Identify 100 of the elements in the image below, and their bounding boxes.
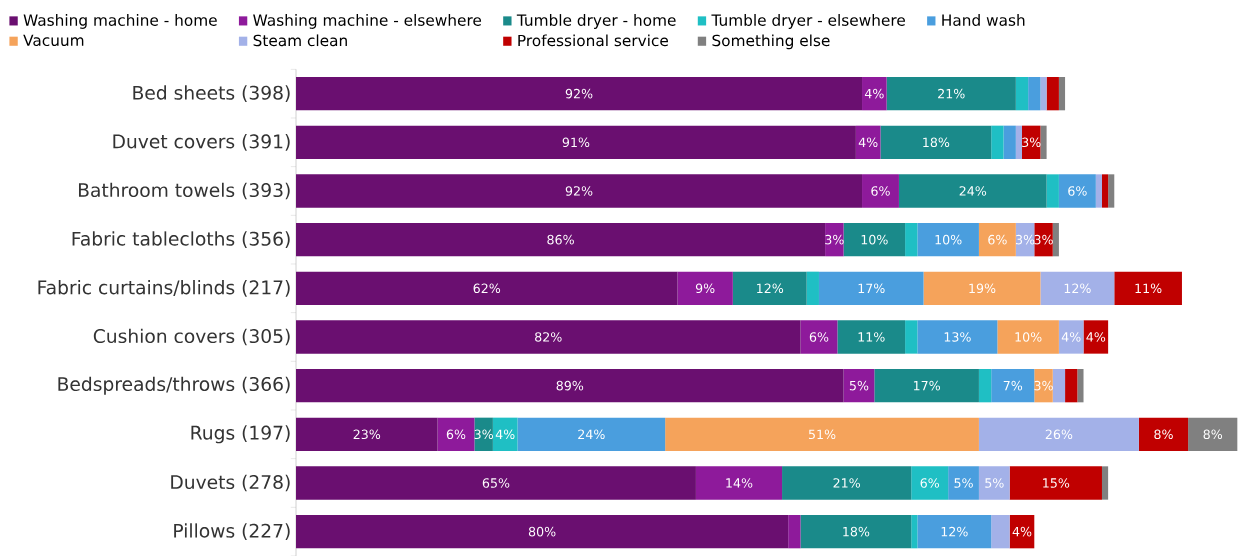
y-tick-label: Fabric curtains/blinds (217) — [38, 280, 290, 297]
bar — [800, 320, 838, 354]
bar — [732, 271, 807, 305]
bar — [1188, 417, 1238, 451]
bar — [1077, 368, 1084, 403]
bar — [837, 320, 906, 354]
bar — [1138, 417, 1189, 451]
data-label: 4% — [864, 88, 884, 99]
data-label: 80% — [528, 526, 556, 537]
data-label: 10% — [861, 234, 888, 245]
data-label: 21% — [833, 478, 861, 488]
bar — [825, 222, 844, 257]
bar — [991, 514, 1010, 549]
bar — [1065, 368, 1078, 403]
bar — [1083, 320, 1109, 354]
bar — [911, 514, 918, 549]
bar — [296, 320, 801, 354]
data-label: 8% — [1154, 429, 1173, 440]
bar — [843, 368, 875, 403]
y-tick-label: Rugs (197) — [191, 425, 290, 444]
data-label: 5% — [849, 380, 869, 391]
data-label: 92% — [565, 88, 593, 99]
data-label: 5% — [954, 478, 973, 488]
data-label: 21% — [938, 88, 965, 99]
data-label: 65% — [482, 478, 510, 488]
bar — [917, 222, 979, 257]
bar — [1040, 76, 1047, 111]
bar — [1046, 76, 1059, 111]
data-label: 6% — [1068, 186, 1087, 196]
data-label: 13% — [944, 332, 971, 342]
bar — [1052, 368, 1066, 403]
bar — [855, 125, 881, 159]
data-label: 3% — [1034, 380, 1053, 391]
bar — [665, 417, 979, 451]
bar — [843, 222, 906, 257]
bar — [437, 417, 475, 451]
bar — [1046, 174, 1059, 208]
bar — [991, 125, 1004, 159]
bar — [978, 368, 992, 403]
bar — [862, 174, 899, 208]
legend-label: Vacuum — [23, 34, 84, 47]
y-tick-label: Bathroom towels (393) — [79, 182, 290, 200]
data-label: 51% — [808, 429, 836, 440]
y-tick-label: Fabric tablecloths (356) — [72, 231, 290, 248]
data-label: 3% — [1022, 137, 1041, 148]
data-label: 17% — [858, 283, 885, 294]
data-label: 6% — [920, 478, 940, 488]
legend-label: Steam clean — [253, 34, 347, 47]
bar — [296, 466, 696, 500]
bar — [517, 417, 666, 451]
bar — [1009, 514, 1035, 549]
data-label: 3% — [1034, 234, 1053, 245]
bar — [296, 368, 844, 403]
bar — [1101, 174, 1109, 208]
bar — [978, 466, 1010, 500]
legend-label: Washing machine - elsewhere — [253, 14, 482, 29]
bar — [492, 417, 518, 451]
bar — [917, 514, 992, 549]
data-label: 4% — [1012, 526, 1032, 537]
data-label: 3% — [825, 234, 844, 245]
bar — [1015, 76, 1029, 111]
data-label: 9% — [695, 283, 715, 294]
data-label: 10% — [935, 234, 962, 245]
data-label: 12% — [757, 283, 784, 294]
bar — [800, 514, 912, 549]
bar — [898, 174, 1047, 208]
data-label: 91% — [562, 137, 590, 148]
bar — [474, 417, 493, 451]
data-label: 12% — [1064, 283, 1091, 294]
data-label: 6% — [988, 234, 1007, 245]
bar — [978, 417, 1139, 451]
y-tick-label: Duvets (278) — [171, 474, 290, 492]
y-tick-label: Bedspreads/throws (366) — [58, 376, 290, 395]
bar — [905, 222, 918, 257]
data-label: 6% — [446, 429, 466, 440]
legend-label: Hand wash — [942, 14, 1025, 26]
y-tick-label: Cushion covers (305) — [93, 328, 290, 346]
bar — [1108, 174, 1115, 208]
bar — [1034, 222, 1053, 257]
bar — [1009, 466, 1102, 500]
legend-label: Professional service — [518, 34, 668, 47]
data-label: 23% — [353, 429, 381, 440]
bar — [978, 222, 1016, 257]
data-label: 82% — [535, 332, 562, 342]
data-label: 6% — [871, 186, 890, 196]
bar — [880, 125, 992, 159]
data-label: 17% — [913, 380, 940, 391]
bar — [991, 368, 1035, 403]
bar — [296, 76, 863, 111]
data-label: 26% — [1045, 429, 1073, 440]
data-label: 11% — [1135, 283, 1162, 294]
legend-label: Something else — [712, 34, 830, 50]
bar — [862, 76, 887, 111]
data-label: 7% — [1003, 380, 1023, 391]
bar — [923, 271, 1041, 305]
data-label: 89% — [556, 380, 584, 391]
data-label: 24% — [578, 429, 605, 440]
bar — [997, 320, 1059, 354]
bar — [917, 320, 998, 354]
bar — [296, 514, 789, 549]
